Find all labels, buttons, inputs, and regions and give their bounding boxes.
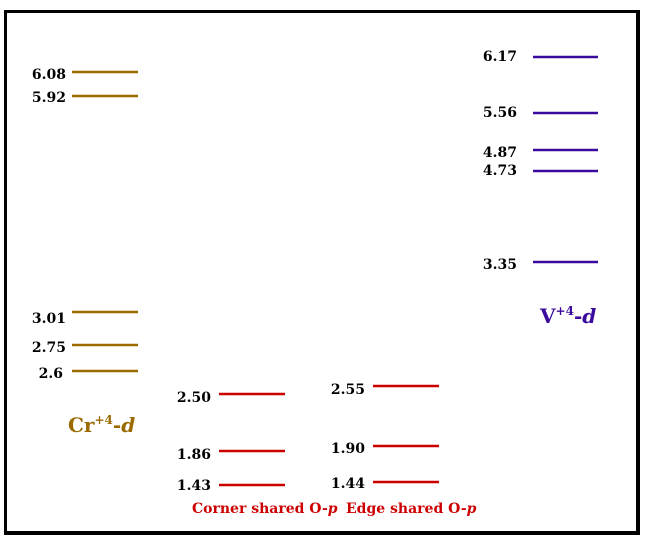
v-level-label: 6.17: [483, 49, 517, 65]
cr-level-label: 3.01: [32, 311, 66, 327]
cr-level-label: 5.92: [32, 90, 66, 106]
edge-level-label: 2.55: [331, 382, 365, 398]
cr-level-label: 2.75: [32, 340, 66, 356]
edge-level-label: 1.44: [331, 476, 365, 492]
corner-shared-title: Corner shared O-p: [192, 501, 338, 517]
cr-d-title: Cr+4-d: [68, 413, 135, 437]
v-level-label: 3.35: [483, 257, 517, 273]
v-level-label: 5.56: [483, 105, 517, 121]
v-d-column: 6.17 5.56 4.87 4.73 3.35 V+4-d: [483, 49, 598, 328]
corner-level-label: 2.50: [177, 390, 211, 406]
cr-d-column: 6.08 5.92 3.01 2.75 2.6 Cr+4-d: [32, 67, 138, 437]
corner-level-label: 1.86: [177, 447, 211, 463]
edge-level-label: 1.90: [331, 441, 365, 457]
edge-shared-title: Edge shared O-p: [346, 501, 477, 517]
v-d-title: V+4-d: [539, 304, 596, 328]
cr-level-label: 2.6: [39, 366, 63, 382]
v-level-label: 4.87: [483, 145, 517, 161]
v-level-label: 4.73: [483, 163, 517, 179]
corner-shared-column: 2.50 1.86 1.43 Corner shared O-p: [177, 390, 338, 517]
diagram-frame: [4, 10, 640, 535]
cr-level-label: 6.08: [32, 67, 66, 83]
edge-shared-column: 2.55 1.90 1.44 Edge shared O-p: [331, 382, 477, 517]
corner-level-label: 1.43: [177, 478, 211, 494]
